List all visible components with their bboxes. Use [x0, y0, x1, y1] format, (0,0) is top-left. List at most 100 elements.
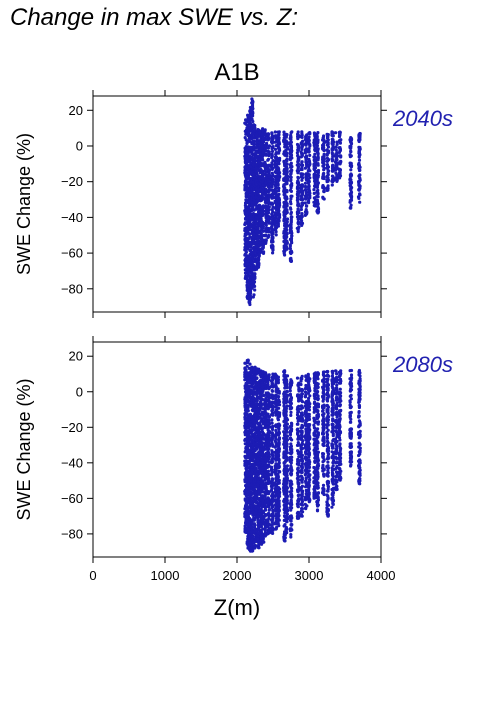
- data-point: [357, 188, 361, 192]
- data-point: [254, 495, 258, 499]
- data-point: [263, 133, 267, 137]
- data-point: [282, 160, 286, 164]
- data-point: [261, 437, 265, 441]
- data-point: [253, 523, 257, 527]
- data-point: [276, 222, 280, 226]
- data-point: [330, 183, 334, 187]
- data-point: [308, 153, 312, 157]
- data-point: [313, 152, 317, 156]
- data-point: [249, 147, 253, 151]
- data-point: [321, 136, 325, 140]
- data-point: [276, 133, 280, 138]
- data-point: [348, 145, 352, 149]
- data-point: [325, 153, 329, 157]
- chart-title: Change in max SWE vs. Z:: [10, 4, 299, 31]
- data-point: [253, 126, 257, 130]
- data-point: [250, 473, 254, 477]
- data-point: [325, 186, 329, 190]
- data-point: [301, 189, 305, 193]
- y-tick-label: 20: [69, 103, 83, 118]
- data-point: [350, 137, 354, 141]
- data-point: [261, 447, 265, 451]
- data-point: [274, 151, 278, 155]
- data-point: [288, 206, 292, 210]
- data-point: [247, 387, 251, 391]
- data-point: [243, 136, 247, 140]
- data-point: [349, 168, 353, 172]
- data-point: [327, 149, 331, 153]
- data-point: [358, 200, 362, 204]
- data-point: [270, 512, 274, 517]
- data-point: [300, 219, 304, 223]
- data-point: [263, 409, 267, 413]
- data-point: [246, 192, 250, 196]
- data-point: [249, 165, 254, 169]
- data-point: [266, 146, 270, 150]
- data-point: [334, 152, 338, 156]
- data-point: [254, 511, 258, 515]
- data-point: [277, 200, 281, 204]
- data-point: [284, 228, 288, 232]
- data-point: [296, 148, 300, 152]
- data-point: [277, 146, 281, 150]
- data-point: [300, 145, 304, 149]
- data-point: [267, 233, 271, 238]
- data-point: [285, 210, 289, 214]
- data-point: [273, 211, 278, 215]
- data-point: [258, 161, 262, 165]
- data-point: [290, 234, 294, 238]
- data-point: [305, 161, 309, 165]
- data-point: [256, 191, 260, 196]
- data-point: [285, 197, 289, 201]
- data-point: [285, 171, 289, 175]
- data-point: [271, 210, 275, 214]
- data-point: [284, 174, 288, 178]
- data-point: [306, 150, 310, 154]
- data-point: [266, 519, 270, 523]
- data-point: [296, 186, 300, 190]
- data-point: [245, 275, 249, 279]
- data-point: [270, 134, 274, 138]
- data-point: [261, 149, 265, 153]
- data-point: [290, 130, 294, 134]
- data-point: [264, 145, 268, 149]
- data-point: [267, 508, 271, 512]
- data-point: [296, 154, 300, 158]
- data-point: [252, 139, 256, 144]
- data-point: [321, 176, 325, 180]
- data-point: [284, 135, 288, 139]
- data-point: [315, 144, 319, 148]
- data-point: [244, 429, 248, 433]
- data-point: [263, 199, 268, 203]
- data-point: [334, 131, 338, 135]
- data-point: [244, 183, 248, 188]
- data-point: [274, 224, 278, 228]
- data-point: [349, 181, 353, 185]
- data-point: [358, 137, 362, 142]
- data-point: [335, 178, 339, 182]
- data-point: [250, 284, 254, 288]
- data-point: [330, 166, 335, 170]
- data-point: [248, 297, 252, 302]
- data-point: [270, 149, 275, 153]
- data-point: [263, 523, 267, 527]
- data-point: [254, 397, 258, 401]
- data-point: [266, 407, 270, 411]
- data-point: [264, 456, 268, 460]
- data-point: [296, 169, 301, 173]
- data-point: [278, 156, 282, 160]
- data-point: [307, 181, 311, 185]
- data-point: [307, 135, 311, 139]
- data-point: [338, 168, 342, 172]
- data-point: [303, 201, 307, 205]
- data-point: [266, 523, 271, 527]
- data-point: [276, 166, 280, 170]
- data-point: [258, 234, 262, 238]
- data-point: [266, 204, 270, 209]
- data-point: [321, 155, 325, 159]
- data-point: [263, 494, 267, 498]
- data-point: [288, 188, 293, 192]
- data-point: [263, 238, 267, 242]
- y-tick-label: −20: [61, 174, 83, 189]
- data-point: [266, 185, 271, 189]
